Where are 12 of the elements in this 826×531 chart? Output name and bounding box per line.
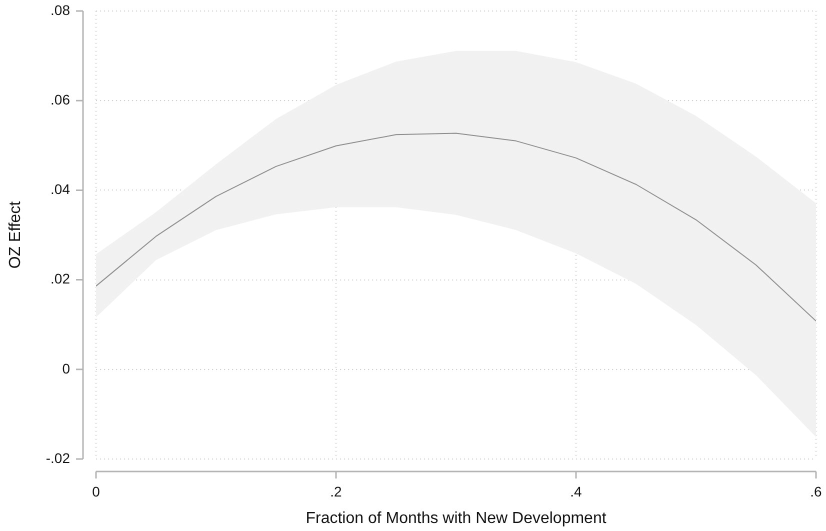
y-tick-label: -.02 <box>46 450 70 466</box>
y-tick-label: .04 <box>50 181 70 198</box>
x-tick-label: .6 <box>810 483 822 500</box>
y-tick-label: .02 <box>50 270 70 287</box>
y-axis-title: OZ Effect <box>7 200 24 269</box>
x-tick-label: .2 <box>330 483 342 500</box>
x-axis-title: Fraction of Months with New Development <box>306 510 607 527</box>
y-tick-label: .06 <box>50 91 70 108</box>
y-tick-label: .08 <box>50 2 70 18</box>
y-tick-label: 0 <box>62 360 70 376</box>
x-tick-label: 0 <box>92 483 100 500</box>
x-tick-label: .4 <box>570 483 582 500</box>
